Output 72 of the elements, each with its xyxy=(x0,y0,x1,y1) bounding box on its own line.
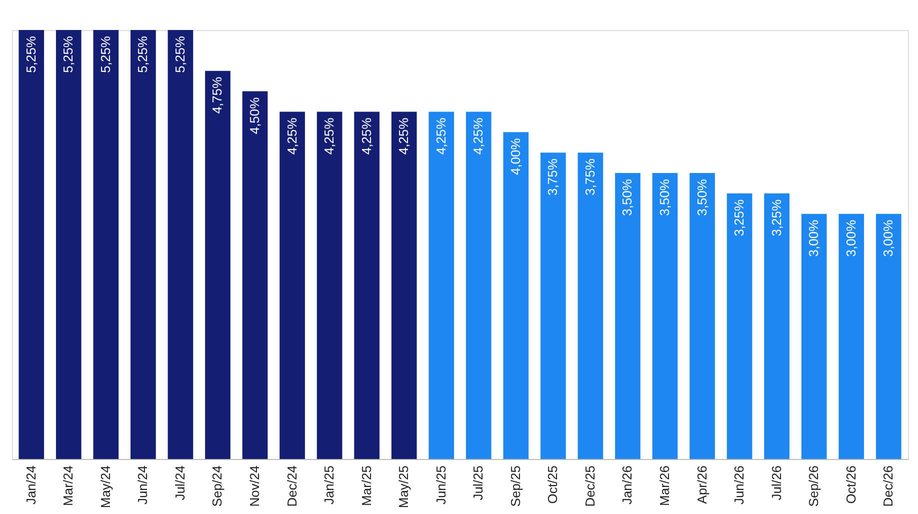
x-tick-label: Oct/26 xyxy=(843,466,858,504)
data-label: 4,25% xyxy=(284,117,300,155)
x-tick-label: Sep/24 xyxy=(210,466,225,507)
bar xyxy=(280,112,305,459)
data-label: 4,25% xyxy=(396,117,412,155)
x-tick-label: Mar/26 xyxy=(656,466,672,506)
bar xyxy=(205,70,230,459)
x-tick-label: Jun/25 xyxy=(433,466,448,505)
data-label: 4,25% xyxy=(433,117,448,155)
data-label: 4,00% xyxy=(508,138,523,176)
bar xyxy=(316,112,342,459)
bar xyxy=(56,30,82,459)
data-label: 5,25% xyxy=(172,36,188,73)
bar xyxy=(838,214,864,459)
bar xyxy=(428,112,454,459)
data-label: 4,75% xyxy=(210,76,225,114)
bar xyxy=(615,173,640,459)
data-label: 3,25% xyxy=(732,199,747,236)
data-label: 3,25% xyxy=(768,199,784,236)
bar xyxy=(168,30,194,459)
x-tick-label: Jul/24 xyxy=(172,466,188,500)
bar xyxy=(242,91,268,459)
bar xyxy=(652,173,678,459)
x-tick-label: Oct/25 xyxy=(545,466,560,504)
data-label: 3,50% xyxy=(656,178,672,216)
x-tick-label: May/25 xyxy=(396,466,412,508)
x-tick-label: Jan/24 xyxy=(23,466,38,505)
bar xyxy=(466,112,492,459)
bar xyxy=(540,152,566,459)
data-label: 4,25% xyxy=(358,117,374,155)
data-label: 4,50% xyxy=(247,96,262,134)
data-label: 5,25% xyxy=(23,36,38,73)
bar xyxy=(726,193,752,459)
bar xyxy=(18,30,44,459)
x-tick-label: Dec/26 xyxy=(880,466,896,507)
bar xyxy=(130,30,156,459)
x-tick-label: Jul/26 xyxy=(768,466,784,500)
bar xyxy=(578,152,604,459)
data-label: 5,25% xyxy=(60,36,76,73)
data-label: 4,25% xyxy=(470,117,486,155)
data-label: 5,25% xyxy=(98,36,113,73)
bar xyxy=(503,132,529,459)
data-label: 3,50% xyxy=(694,178,710,216)
x-tick-label: Dec/25 xyxy=(582,466,598,507)
data-label: 3,50% xyxy=(620,178,635,216)
bar xyxy=(801,214,827,459)
x-tick-label: Jun/26 xyxy=(732,466,747,505)
data-label: 3,00% xyxy=(843,219,858,257)
x-tick-label: Apr/26 xyxy=(694,466,710,504)
data-label: 3,00% xyxy=(880,219,896,257)
bar xyxy=(354,112,380,459)
x-tick-label: Jan/25 xyxy=(322,466,337,505)
bar xyxy=(391,112,417,459)
x-tick-label: Nov/24 xyxy=(247,466,262,507)
bar xyxy=(690,173,715,459)
data-label: 3,75% xyxy=(545,158,560,196)
bar xyxy=(93,30,119,459)
x-tick-label: Mar/25 xyxy=(358,466,374,506)
bar xyxy=(764,193,790,459)
x-tick-label: Sep/26 xyxy=(806,466,822,507)
x-tick-label: Dec/24 xyxy=(284,466,300,507)
data-label: 4,25% xyxy=(322,117,337,155)
x-tick-label: Sep/25 xyxy=(508,466,523,507)
x-tick-label: Mar/24 xyxy=(60,466,76,506)
data-label: 3,00% xyxy=(806,219,822,257)
x-tick-label: May/24 xyxy=(98,466,113,508)
bar xyxy=(876,214,902,459)
data-label: 5,25% xyxy=(135,36,150,73)
data-label: 3,75% xyxy=(582,158,598,196)
x-tick-label: Jul/25 xyxy=(470,466,486,500)
x-tick-label: Jan/26 xyxy=(620,466,635,505)
x-tick-label: Jun/24 xyxy=(135,466,150,505)
